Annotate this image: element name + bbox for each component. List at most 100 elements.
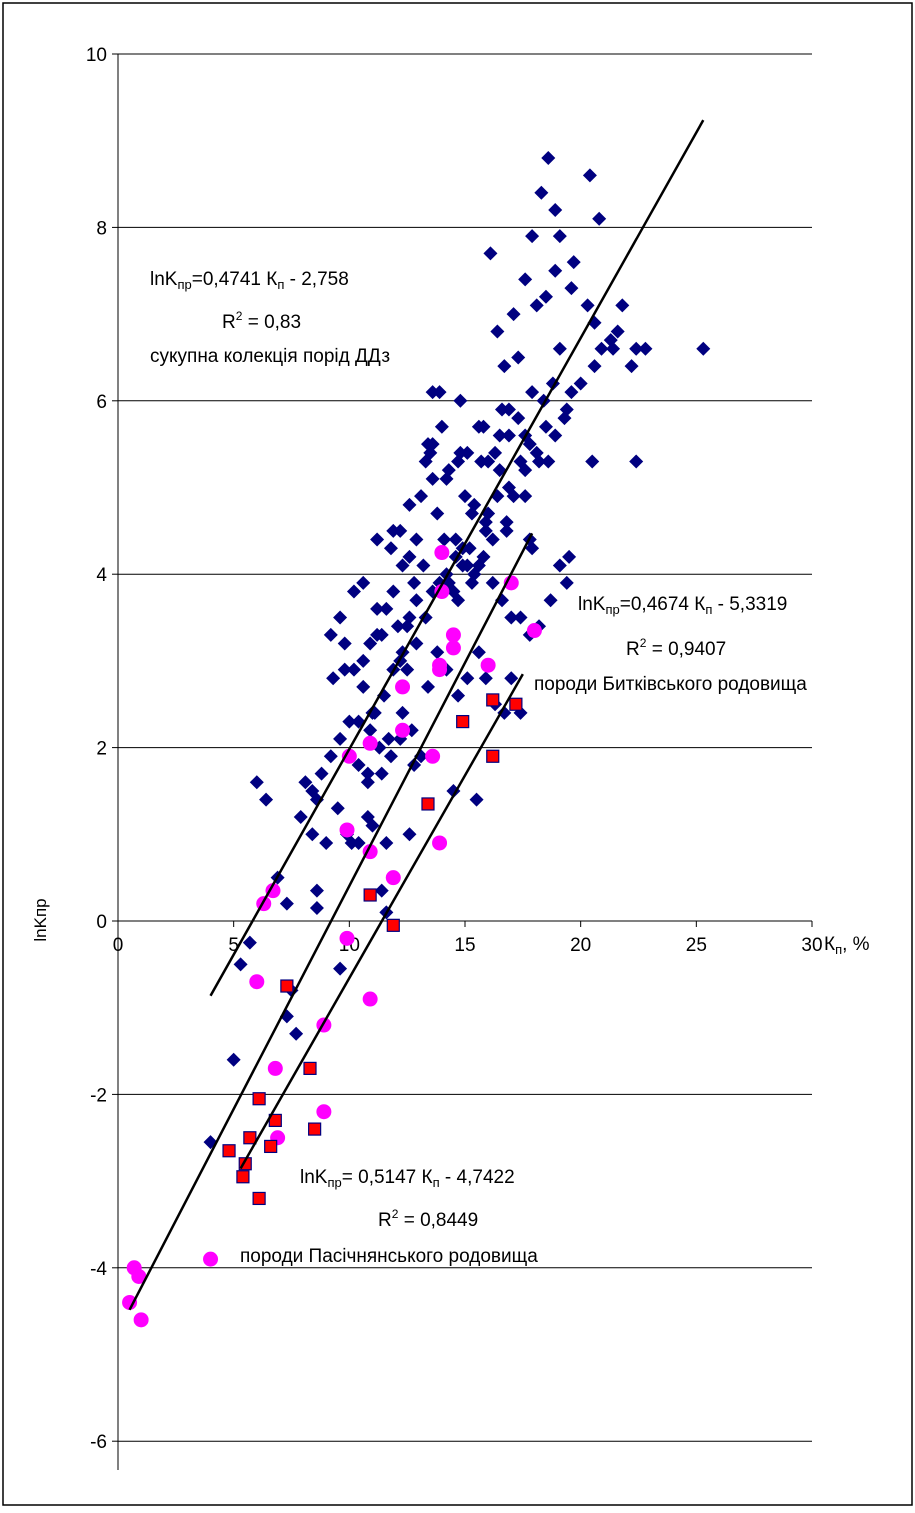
data-point-diamond [451, 593, 466, 608]
data-point-diamond [485, 532, 500, 547]
data-point-diamond [497, 359, 512, 374]
data-point-diamond [504, 671, 519, 686]
data-point-square [386, 918, 400, 932]
data-point-diamond [390, 619, 405, 634]
data-point-circle [122, 1294, 138, 1310]
data-point-diamond [337, 636, 352, 651]
data-point-diamond [434, 419, 449, 434]
data-point-diamond [333, 961, 348, 976]
y-tick-label: 0 [96, 912, 107, 933]
data-point-diamond [525, 385, 540, 400]
data-point-circle [316, 1104, 332, 1120]
x-axis-label-sub: п [835, 942, 842, 957]
data-point-diamond [330, 801, 345, 816]
data-point-diamond [592, 211, 607, 226]
annotation-overall: lnKпр=0,4741 Кп - 2,758 R2 = 0,83 сукупн… [150, 269, 390, 367]
data-point-diamond [582, 168, 597, 183]
data-point-circle [445, 640, 461, 656]
data-point-diamond [402, 610, 417, 625]
data-point-square [252, 1191, 266, 1206]
data-point-square [421, 797, 435, 811]
data-point-diamond [548, 428, 563, 443]
r2-overall: R2 = 0,83 [222, 309, 301, 333]
y-tick-label: 10 [86, 45, 107, 66]
data-point-diamond [580, 298, 595, 313]
data-point-circle [480, 657, 496, 673]
data-point-diamond [374, 883, 389, 898]
data-point-diamond [346, 662, 361, 677]
data-point-diamond [471, 645, 486, 660]
data-point-diamond [383, 541, 398, 556]
data-point-diamond [448, 532, 463, 547]
data-point-diamond [430, 506, 445, 521]
data-point-diamond [423, 445, 438, 460]
data-point-diamond [511, 411, 526, 426]
data-point-diamond [414, 489, 429, 504]
caption-pasichna: породи Пасічнянського родовища [240, 1246, 538, 1267]
data-point-diamond [538, 289, 553, 304]
trendline [128, 532, 534, 1311]
data-point-diamond [696, 341, 711, 356]
data-point-diamond [511, 350, 526, 365]
data-point-diamond [610, 324, 625, 339]
data-point-diamond [467, 567, 482, 582]
data-point-square [280, 979, 294, 993]
data-point-diamond [314, 766, 329, 781]
x-tick-label: 0 [113, 935, 124, 956]
data-point-diamond [629, 341, 644, 356]
data-point-diamond [483, 246, 498, 261]
data-point-circle [362, 991, 378, 1007]
data-point-circle [395, 722, 411, 738]
data-point-diamond [356, 679, 371, 694]
data-point-diamond [518, 489, 533, 504]
data-point-square [363, 888, 377, 902]
data-point-diamond [543, 593, 558, 608]
data-point-diamond [337, 662, 352, 677]
data-point-diamond [279, 896, 294, 911]
equation-overall: lnKпр=0,4741 Кп - 2,758 [150, 269, 349, 292]
data-point-diamond [506, 307, 521, 322]
data-point-circle [131, 1268, 147, 1284]
data-point-diamond [374, 766, 389, 781]
data-point-diamond [462, 541, 477, 556]
data-point-diamond [293, 809, 308, 824]
data-point-diamond [458, 489, 472, 504]
y-tick-label: -4 [90, 1259, 107, 1280]
data-point-diamond [478, 671, 493, 686]
equation-bytkiv: lnKпр=0,4674 Кп - 5,3319 [578, 594, 787, 617]
data-point-diamond [323, 749, 338, 764]
data-point-diamond [453, 393, 468, 408]
data-point-diamond [351, 835, 366, 850]
data-point-diamond [518, 272, 533, 287]
data-point-square [486, 749, 500, 763]
data-point-diamond [386, 584, 401, 599]
data-point-diamond [381, 731, 396, 746]
data-point-circle [339, 930, 355, 946]
data-point-diamond [624, 359, 639, 374]
data-point-diamond [552, 341, 567, 356]
data-point-diamond [409, 636, 424, 651]
data-point-diamond [460, 671, 475, 686]
data-point-diamond [564, 385, 579, 400]
data-point-diamond [402, 497, 417, 512]
data-point-diamond [525, 229, 540, 244]
data-point-diamond [538, 419, 553, 434]
data-point-diamond [323, 627, 338, 642]
data-point-diamond [319, 835, 334, 850]
data-point-circle [432, 657, 448, 673]
x-axis-label-main: К [824, 934, 835, 955]
data-point-diamond [497, 705, 512, 720]
y-tick-label: 4 [96, 565, 107, 586]
data-point-square [252, 1092, 266, 1106]
data-point-diamond [407, 575, 422, 590]
data-point-diamond [395, 558, 410, 573]
x-tick-label: 20 [570, 935, 591, 956]
data-point-square [222, 1144, 236, 1158]
data-point-diamond [242, 935, 257, 950]
data-point-diamond [548, 203, 563, 218]
data-point-diamond [534, 185, 549, 200]
data-point-diamond [298, 775, 313, 790]
data-point-circle [265, 883, 281, 899]
